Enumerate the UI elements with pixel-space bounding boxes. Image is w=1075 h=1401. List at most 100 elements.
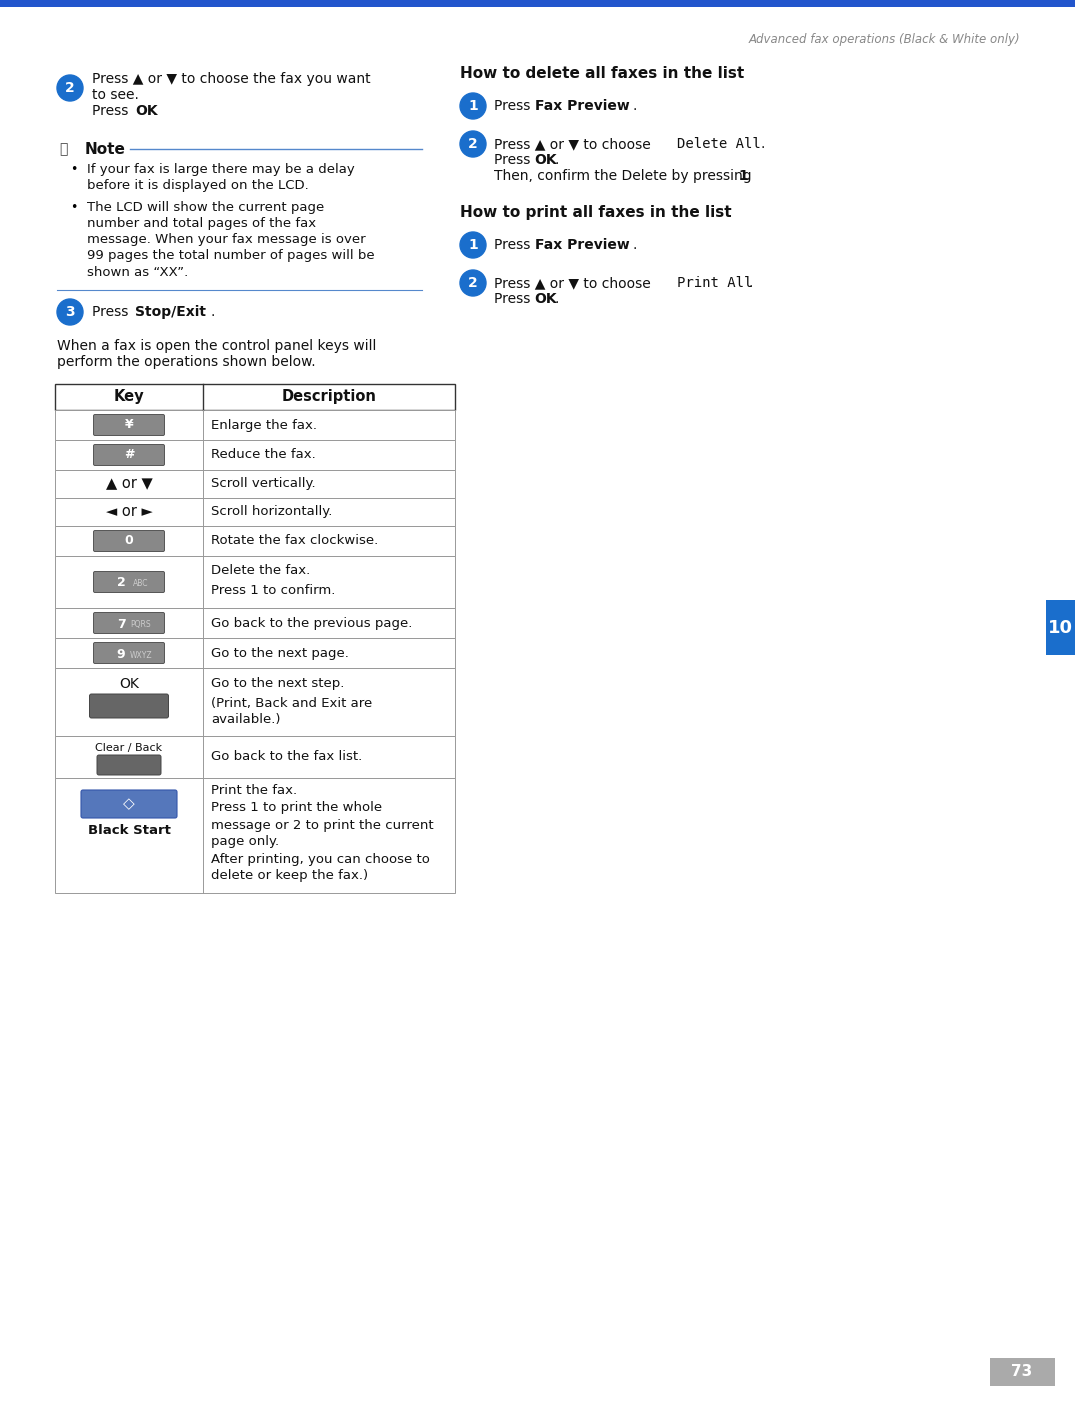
Text: Delete All: Delete All — [677, 137, 761, 151]
FancyBboxPatch shape — [0, 0, 1075, 7]
Text: .: . — [748, 276, 752, 290]
Text: Description: Description — [282, 389, 376, 405]
Text: Enlarge the fax.: Enlarge the fax. — [211, 419, 317, 432]
Circle shape — [57, 298, 83, 325]
FancyBboxPatch shape — [94, 444, 164, 465]
Text: .: . — [211, 305, 215, 319]
Text: OK: OK — [534, 153, 557, 167]
Text: Press: Press — [494, 238, 534, 252]
Text: perform the operations shown below.: perform the operations shown below. — [57, 354, 316, 368]
Text: available.): available.) — [211, 713, 281, 727]
Text: ◇: ◇ — [124, 797, 134, 811]
Circle shape — [460, 270, 486, 296]
FancyBboxPatch shape — [55, 608, 455, 637]
Text: The LCD will show the current page: The LCD will show the current page — [87, 202, 325, 214]
Circle shape — [57, 76, 83, 101]
Text: •: • — [70, 202, 77, 214]
FancyBboxPatch shape — [990, 1358, 1055, 1386]
Text: 2: 2 — [468, 137, 478, 151]
Text: Press ▲ or ▼ to choose: Press ▲ or ▼ to choose — [494, 276, 655, 290]
Text: page only.: page only. — [211, 835, 280, 849]
Text: Press 1 to print the whole: Press 1 to print the whole — [211, 801, 382, 814]
Text: .: . — [555, 153, 559, 167]
FancyBboxPatch shape — [94, 572, 164, 593]
Text: Press: Press — [494, 291, 534, 305]
Text: Go to the next page.: Go to the next page. — [211, 646, 349, 660]
Text: #: # — [124, 448, 134, 461]
Text: Go back to the fax list.: Go back to the fax list. — [211, 751, 362, 764]
Text: shown as “XX”.: shown as “XX”. — [87, 266, 188, 279]
Text: Press: Press — [494, 153, 534, 167]
Text: 2: 2 — [468, 276, 478, 290]
FancyBboxPatch shape — [94, 415, 164, 436]
Text: OK: OK — [135, 104, 158, 118]
Circle shape — [460, 132, 486, 157]
Text: Stop/Exit: Stop/Exit — [135, 305, 206, 319]
Text: OK: OK — [119, 677, 139, 691]
FancyBboxPatch shape — [55, 440, 455, 469]
FancyBboxPatch shape — [94, 643, 164, 664]
Text: 9: 9 — [117, 647, 126, 660]
Text: How to print all faxes in the list: How to print all faxes in the list — [460, 205, 732, 220]
Text: Note: Note — [85, 142, 126, 157]
Text: Print All: Print All — [677, 276, 752, 290]
Text: 0: 0 — [125, 535, 133, 548]
Text: Reduce the fax.: Reduce the fax. — [211, 448, 316, 461]
FancyBboxPatch shape — [55, 668, 455, 736]
FancyBboxPatch shape — [97, 755, 161, 775]
Text: Go back to the previous page.: Go back to the previous page. — [211, 616, 413, 629]
FancyBboxPatch shape — [55, 778, 455, 892]
Text: Clear / Back: Clear / Back — [96, 743, 162, 752]
Text: .: . — [153, 104, 157, 118]
Text: Fax Preview: Fax Preview — [535, 99, 630, 113]
Text: OK: OK — [534, 291, 557, 305]
FancyBboxPatch shape — [55, 410, 455, 440]
FancyBboxPatch shape — [55, 637, 455, 668]
FancyBboxPatch shape — [94, 612, 164, 633]
Text: 2: 2 — [116, 576, 126, 590]
Text: Print the fax.: Print the fax. — [211, 785, 297, 797]
Text: message or 2 to print the current: message or 2 to print the current — [211, 818, 433, 832]
Text: Press 1 to confirm.: Press 1 to confirm. — [211, 584, 335, 597]
FancyBboxPatch shape — [55, 469, 455, 497]
Text: number and total pages of the fax: number and total pages of the fax — [87, 217, 316, 231]
Text: .: . — [632, 238, 636, 252]
Text: .: . — [555, 291, 559, 305]
Text: Scroll vertically.: Scroll vertically. — [211, 478, 316, 490]
FancyBboxPatch shape — [89, 693, 169, 717]
FancyBboxPatch shape — [55, 525, 455, 556]
FancyBboxPatch shape — [81, 790, 177, 818]
Circle shape — [460, 233, 486, 258]
FancyBboxPatch shape — [55, 556, 455, 608]
Text: message. When your fax message is over: message. When your fax message is over — [87, 234, 366, 247]
Text: 1: 1 — [468, 99, 478, 113]
Text: Fax Preview: Fax Preview — [535, 238, 630, 252]
Text: Press ▲ or ▼ to choose the fax you want: Press ▲ or ▼ to choose the fax you want — [92, 71, 371, 85]
Text: .: . — [632, 99, 636, 113]
Text: After printing, you can choose to: After printing, you can choose to — [211, 852, 430, 866]
Text: Press: Press — [92, 305, 132, 319]
Text: 3: 3 — [66, 305, 75, 319]
Text: When a fax is open the control panel keys will: When a fax is open the control panel key… — [57, 339, 376, 353]
Text: before it is displayed on the LCD.: before it is displayed on the LCD. — [87, 179, 309, 192]
Text: If your fax is large there may be a delay: If your fax is large there may be a dela… — [87, 164, 355, 177]
Text: 1: 1 — [468, 238, 478, 252]
Text: Advanced fax operations (Black & White only): Advanced fax operations (Black & White o… — [748, 34, 1020, 46]
Text: Black Start: Black Start — [87, 824, 171, 836]
Text: 📋: 📋 — [59, 142, 68, 156]
FancyBboxPatch shape — [55, 384, 455, 410]
Text: Scroll horizontally.: Scroll horizontally. — [211, 506, 332, 518]
Circle shape — [460, 92, 486, 119]
Text: ▲ or ▼: ▲ or ▼ — [105, 476, 153, 492]
Text: •: • — [70, 164, 77, 177]
Text: Press: Press — [92, 104, 132, 118]
Text: How to delete all faxes in the list: How to delete all faxes in the list — [460, 66, 744, 80]
Text: ¥: ¥ — [125, 419, 133, 432]
FancyBboxPatch shape — [1046, 600, 1075, 656]
Text: 73: 73 — [1012, 1365, 1033, 1380]
FancyBboxPatch shape — [55, 736, 455, 778]
Text: to see.: to see. — [92, 88, 139, 102]
Text: .: . — [760, 137, 764, 151]
Text: Rotate the fax clockwise.: Rotate the fax clockwise. — [211, 535, 378, 548]
Text: 10: 10 — [1047, 619, 1073, 637]
